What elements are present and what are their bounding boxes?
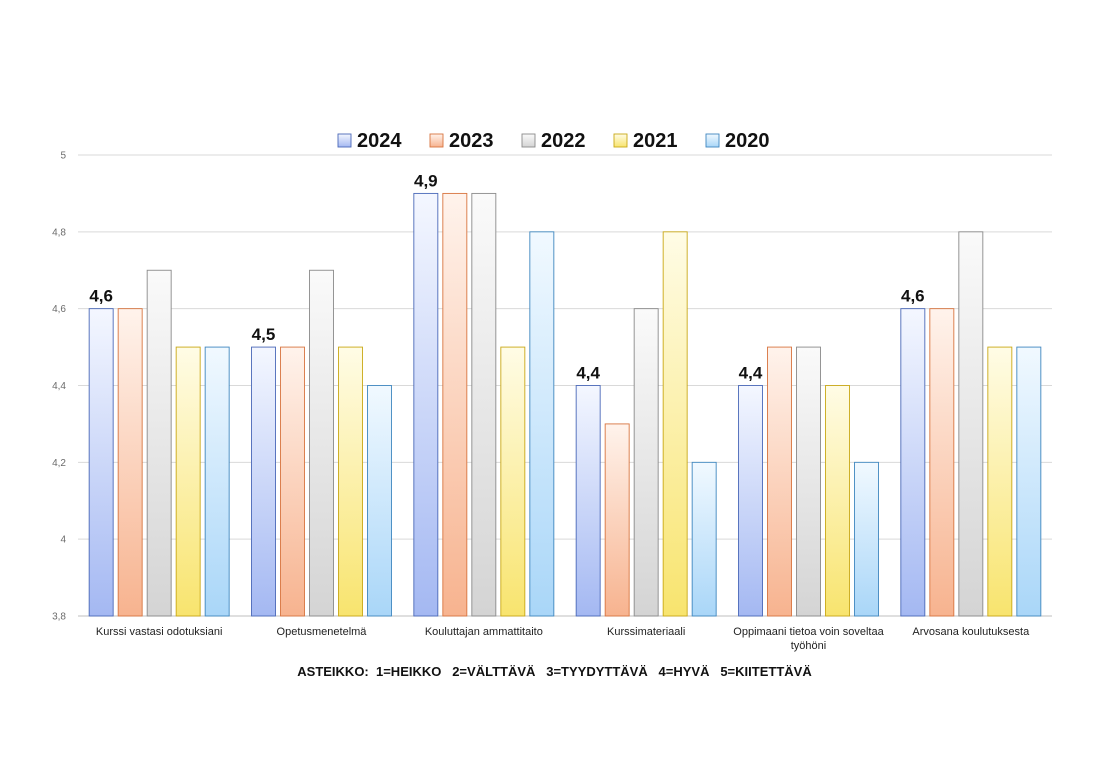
category-label: Opetusmenetelmä xyxy=(277,626,368,638)
legend-label-2022: 2022 xyxy=(541,130,586,152)
bar-2022-4 xyxy=(633,308,659,617)
category-label: Oppimaani tietoa voin soveltaa xyxy=(733,626,884,638)
data-label: 4,5 xyxy=(252,325,276,344)
bar-2024-6 xyxy=(900,308,926,617)
data-label: 4,6 xyxy=(901,287,925,306)
data-labels: 4,6 4,5 4,9 4,4 4,4 4,6 xyxy=(89,171,924,382)
legend-label-2021: 2021 xyxy=(633,130,678,152)
y-tick-label: 4 xyxy=(60,535,66,546)
bar-2024-3 xyxy=(413,192,439,617)
bar-2024-2 xyxy=(251,346,276,617)
data-label: 4,4 xyxy=(576,364,600,383)
y-tick-label: 3,8 xyxy=(52,612,66,623)
legend-swatch-2024 xyxy=(337,133,352,148)
y-tick-label: 5 xyxy=(60,151,66,162)
bar-2024-1 xyxy=(88,308,114,617)
bar-2023-5 xyxy=(767,346,792,617)
bars xyxy=(88,192,1042,617)
y-tick-label: 4,4 xyxy=(52,381,66,392)
bar-2021-1 xyxy=(175,346,201,617)
bar-2021-5 xyxy=(825,385,850,617)
legend-swatch-2020 xyxy=(705,133,720,148)
y-tick-label: 4,2 xyxy=(52,458,66,469)
legend: 2024 2023 2022 2021 2020 xyxy=(337,130,770,152)
bar-2023-6 xyxy=(929,308,955,617)
bar-2022-3 xyxy=(471,192,497,617)
legend-label-2024: 2024 xyxy=(357,130,402,152)
y-axis-ticks: 3,8 4 4,2 4,4 4,6 4,8 5 xyxy=(52,151,66,623)
bar-2020-1 xyxy=(204,346,230,617)
category-label: Kurssimateriaali xyxy=(607,626,685,638)
data-label: 4,9 xyxy=(414,171,438,190)
bar-2021-4 xyxy=(662,231,688,617)
bar-2020-2 xyxy=(367,385,392,617)
bar-2020-6 xyxy=(1016,346,1042,617)
bar-2024-5 xyxy=(738,385,763,617)
bar-2024-4 xyxy=(575,385,601,617)
bar-2022-6 xyxy=(958,231,984,617)
bar-2023-4 xyxy=(604,423,630,617)
y-tick-label: 4,8 xyxy=(52,227,66,238)
bar-2020-3 xyxy=(529,231,555,617)
scale-note: ASTEIKKO: 1=HEIKKO 2=VÄLTTÄVÄ 3=TYYDYTTÄ… xyxy=(297,664,812,679)
bar-2023-2 xyxy=(280,346,305,617)
legend-swatch-2021 xyxy=(613,133,628,148)
legend-label-2020: 2020 xyxy=(725,130,770,152)
bar-2023-3 xyxy=(442,192,468,617)
bar-2022-1 xyxy=(146,269,172,617)
bar-2021-2 xyxy=(338,346,363,617)
bar-2022-2 xyxy=(309,269,334,617)
category-labels: Kurssi vastasi odotuksiani Opetusmenetelm… xyxy=(96,626,1030,652)
bar-2021-3 xyxy=(500,346,526,617)
legend-label-2023: 2023 xyxy=(449,130,494,152)
category-label: työhöni xyxy=(791,640,826,652)
category-label: Arvosana koulutuksesta xyxy=(912,626,1030,638)
legend-swatch-2022 xyxy=(521,133,536,148)
category-label: Kouluttajan ammattitaito xyxy=(425,626,543,638)
y-tick-label: 4,6 xyxy=(52,304,66,315)
gridlines xyxy=(78,154,1052,617)
category-label: Kurssi vastasi odotuksiani xyxy=(96,626,223,638)
bar-2022-5 xyxy=(796,346,821,617)
bar-2020-5 xyxy=(854,461,879,617)
bar-2020-4 xyxy=(691,461,717,617)
legend-swatch-2023 xyxy=(429,133,444,148)
data-label: 4,6 xyxy=(89,287,113,306)
data-label: 4,4 xyxy=(739,364,763,383)
bar-2023-1 xyxy=(117,308,143,617)
bar-2021-6 xyxy=(987,346,1013,617)
